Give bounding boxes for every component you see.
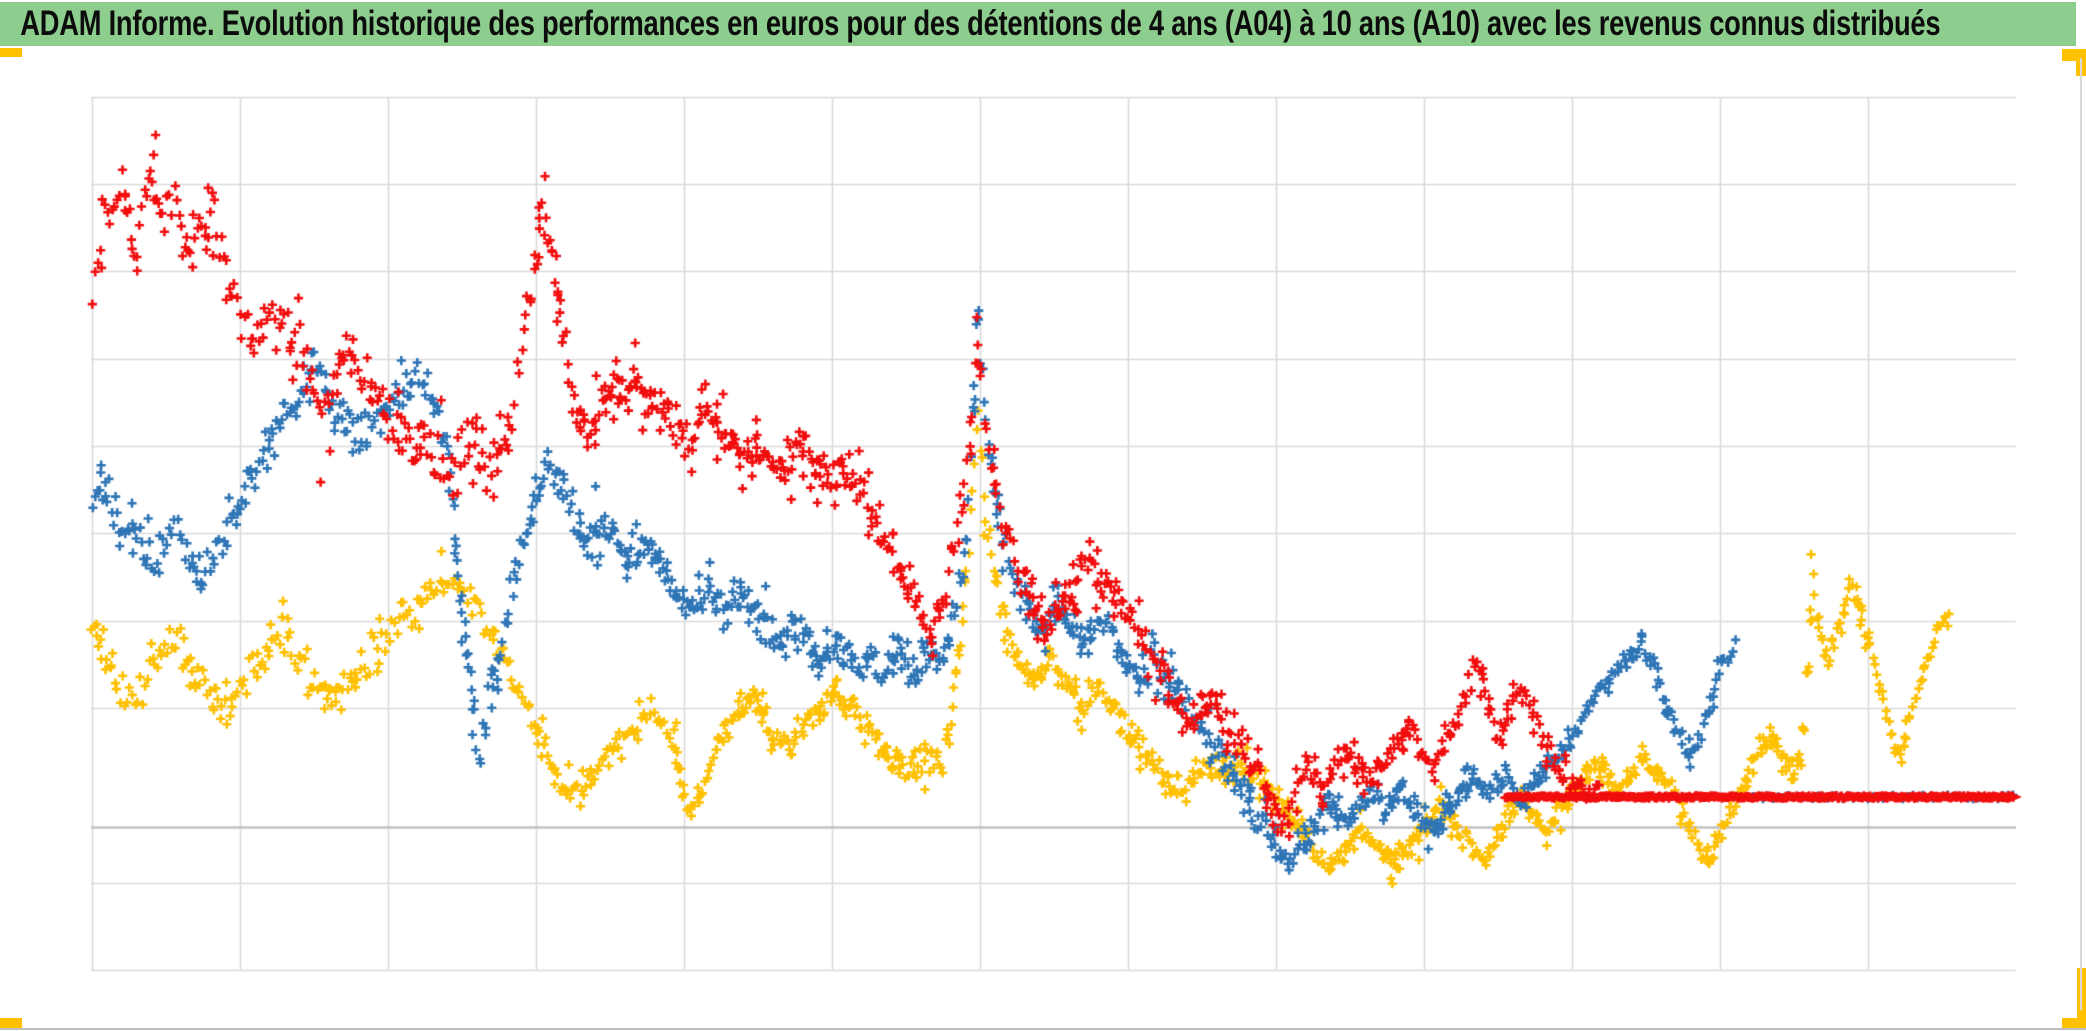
scatter-chart-canvas [0,0,2086,1031]
slide: { "header": { "title": "ADAM Informe. Ev… [0,0,2086,1031]
